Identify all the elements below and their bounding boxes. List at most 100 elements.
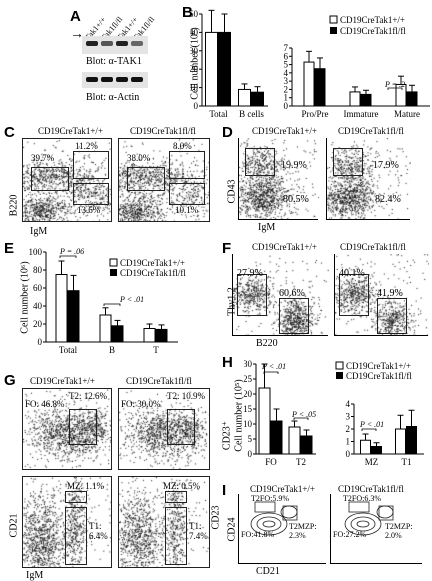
c-title-ko: CD19CreTak1fl/fl — [130, 126, 196, 136]
h-legend-ko: CD19CreTak1fl/fl — [346, 371, 412, 381]
f-ko-a: 40.1% — [339, 268, 365, 279]
bar — [251, 91, 264, 107]
d-facs-wt: 19.9% 80.5% — [238, 138, 319, 220]
y-tick-label: 1 — [346, 437, 351, 447]
c-wt-tl: 39.7% — [31, 153, 55, 163]
panel-h-left-bars: 0 5 10 15 20 25 30 FO T2 — [244, 359, 316, 467]
g-wt-mz: MZ: 1.1% — [67, 481, 104, 491]
h-p2: P < .05 — [291, 410, 316, 419]
c-title-wt: CD19CreTak1+/+ — [38, 126, 104, 136]
c-facs-ko: 38.0% 8.0% 10.1% — [118, 138, 210, 222]
i-wt-t2fo: T2FO:5.9% — [251, 494, 289, 503]
x-tick-label: Immature — [344, 109, 379, 119]
f-title-wt: CD19CreTak1+/+ — [252, 242, 318, 252]
panel-g-label: G — [4, 372, 16, 389]
d-xlabel: IgM — [258, 222, 276, 233]
x-tick-label: Total — [59, 345, 78, 355]
panel-h-ylabel2: CD23⁺ — [221, 420, 233, 451]
panel-h-right-bars: 0 1 2 3 4 MZ T1 — [346, 399, 424, 467]
e-p2: P < .01 — [119, 295, 144, 304]
y-tick-label: 40 — [190, 27, 199, 37]
g-ko-t2: T2: 10.9% — [167, 391, 205, 401]
c-xlabel: IgM — [30, 226, 48, 237]
panel-h-chart: 0 5 10 15 20 25 30 FO T2 0 1 2 3 4 MZ T1 P < .01 P < .… — [244, 359, 424, 467]
y-tick-label: 0 — [38, 337, 43, 347]
blot-tak1-label: Blot: α-TAK1 — [86, 56, 142, 67]
g-title-ko: CD19CreTak1fl/fl — [126, 376, 192, 386]
x-tick-label: T1 — [402, 457, 412, 467]
g-facs-ko-top: FO: 30.0% T2: 10.9% — [118, 388, 210, 470]
panel-d-label: D — [222, 124, 233, 141]
bar — [360, 439, 371, 455]
panel-e-label: E — [4, 240, 15, 257]
g-ylabel: CD21 — [8, 513, 20, 538]
legend-swatch-wt — [329, 15, 338, 24]
scatter-dots — [23, 139, 111, 221]
panel-h-label: H — [222, 354, 233, 371]
bar — [143, 328, 156, 343]
x-tick-label: Total — [209, 109, 228, 119]
h-p1: P < .01 — [261, 362, 286, 371]
d-ylabel: CD43 — [226, 179, 238, 204]
i-ko-mzp: T2MZP: 2.0% — [385, 522, 413, 540]
significance-bracket — [387, 87, 403, 90]
panel-b-left-bars: 0 10 20 30 40 50 Total B cells — [190, 9, 268, 119]
y-tick-label: 25 — [244, 374, 253, 384]
y-tick-label: 2 — [346, 424, 351, 434]
e-legend-ko: CD19CreTak1fl/fl — [120, 268, 186, 278]
b-pvalue: P = .2 — [384, 80, 405, 89]
f-title-ko: CD19CreTak1fl/fl — [340, 242, 406, 252]
significance-bracket — [59, 255, 77, 258]
y-tick-label: 20 — [190, 64, 199, 74]
legend-swatch-ko — [336, 372, 343, 379]
x-tick-label: B cells — [239, 109, 264, 119]
f-ko-b: 41.9% — [377, 288, 403, 299]
i-ko-fo: FO:27.2% — [333, 530, 367, 539]
f-xlabel: B220 — [256, 338, 278, 349]
i-xlabel: CD21 — [256, 566, 280, 577]
panel-c-label: C — [4, 124, 15, 141]
scatter-dots — [327, 138, 411, 220]
y-tick-label: 0 — [346, 449, 351, 459]
bar — [111, 325, 124, 343]
y-tick-label: 30 — [190, 46, 199, 56]
significance-bracket — [293, 417, 309, 420]
bar — [300, 435, 313, 455]
y-tick-label: 0 — [284, 101, 289, 111]
c-ko-br: 10.1% — [175, 205, 199, 215]
i-ko-t2fo: T2FO:6.3% — [343, 494, 381, 503]
panel-h-ylabel: Cell number (10⁵) — [233, 379, 245, 452]
x-tick-label: T — [153, 345, 159, 355]
f-wt-b: 60.6% — [279, 288, 305, 299]
g-facs-ko-bot: MZ: 0.5% T1: 7.4% — [118, 476, 210, 568]
y-tick-label: 7 — [284, 43, 289, 53]
significance-bracket — [263, 371, 279, 374]
blot-actin-label: Blot: α-Actin — [86, 92, 140, 103]
h-p3: P < .01 — [359, 420, 384, 429]
bar — [349, 91, 361, 107]
significance-bracket — [361, 428, 377, 431]
i-wt-fo: FO:41.8% — [241, 530, 275, 539]
y-tick-label: 100 — [29, 247, 43, 257]
i-wt-mzp: T2MZP: 2.3% — [289, 522, 317, 540]
blot-tak1 — [82, 36, 148, 54]
scatter-dots — [23, 477, 111, 567]
i-contour-ko — [344, 501, 394, 536]
f-facs-wt: 27.9% 60.6% — [232, 254, 329, 336]
y-tick-label: 5 — [248, 434, 253, 444]
i-facs-ko: T2FO:6.3% FO:27.2% T2MZP: 2.0% — [330, 494, 422, 564]
i-title-wt: CD19CreTak1+/+ — [250, 484, 316, 494]
bar — [55, 274, 68, 343]
g-xlabel: IgM — [26, 570, 44, 581]
h-legend-wt: CD19CreTak1+/+ — [346, 361, 411, 371]
scatter-dots — [119, 477, 209, 567]
d-wt-top: 19.9% — [281, 160, 307, 171]
y-tick-label: 1 — [284, 93, 289, 103]
y-tick-label: 6 — [284, 51, 289, 61]
i-title-ko: CD19CreTak1fl/fl — [338, 484, 404, 494]
d-title-wt: CD19CreTak1+/+ — [252, 126, 318, 136]
y-tick-label: 20 — [244, 389, 253, 399]
x-tick-label: MZ — [365, 457, 379, 467]
blot-actin — [82, 72, 148, 88]
g-ko-t1: T1: 7.4% — [189, 521, 208, 541]
